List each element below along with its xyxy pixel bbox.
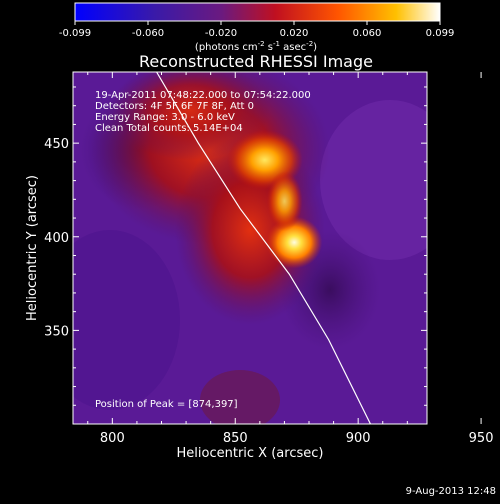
x-axis-label: Heliocentric X (arcsec) xyxy=(177,446,324,461)
colorbar-unit: (photons cm-2 s-1 asec-2) xyxy=(195,40,317,53)
y-tick-label: 400 xyxy=(44,231,69,246)
y-tick-label: 450 xyxy=(44,137,69,152)
x-tick-label: 900 xyxy=(346,431,371,446)
solar-limb-curve xyxy=(156,72,371,424)
colorbar-tick-label: -0.099 xyxy=(59,28,91,39)
colorbar-ticks: -0.099 -0.060 -0.020 0.020 0.060 0.099 xyxy=(59,21,454,39)
info-line: Clean Total counts: 5.14E+04 xyxy=(95,123,243,134)
source-blobs xyxy=(226,130,323,269)
y-axis: 350 400 450 xyxy=(44,86,427,406)
source-bridge xyxy=(266,171,303,232)
info-box: 19-Apr-2011 07:48:22.000 to 07:54:22.000… xyxy=(95,90,311,134)
plot-frame xyxy=(72,71,428,425)
timestamp: 9-Aug-2013 12:48 xyxy=(406,486,496,497)
y-tick-label: 350 xyxy=(44,324,69,339)
info-line: 19-Apr-2011 07:48:22.000 to 07:54:22.000 xyxy=(95,90,311,101)
x-tick-label: 950 xyxy=(469,431,494,446)
heatmap xyxy=(73,72,427,424)
x-axis: 800 850 900 950 xyxy=(87,72,494,446)
info-line: Energy Range: 3.0 - 6.0 keV xyxy=(95,112,235,123)
x-tick-label: 800 xyxy=(100,431,125,446)
info-line: Detectors: 4F 5F 6F 7F 8F, Att 0 xyxy=(95,101,254,112)
colorbar-tick-label: -0.060 xyxy=(132,28,164,39)
colorbar-tick-label: 0.099 xyxy=(426,28,455,39)
colorbar xyxy=(74,2,441,22)
colorbar-tick-label: 0.060 xyxy=(353,28,382,39)
colorbar-tick-label: 0.020 xyxy=(280,28,309,39)
peak-label: Position of Peak = [874,397] xyxy=(95,399,238,410)
y-axis-label: Heliocentric Y (arcsec) xyxy=(25,175,40,321)
x-tick-label: 850 xyxy=(223,431,248,446)
chart-title: Reconstructed RHESSI Image xyxy=(139,52,373,71)
colorbar-tick-label: -0.020 xyxy=(205,28,237,39)
